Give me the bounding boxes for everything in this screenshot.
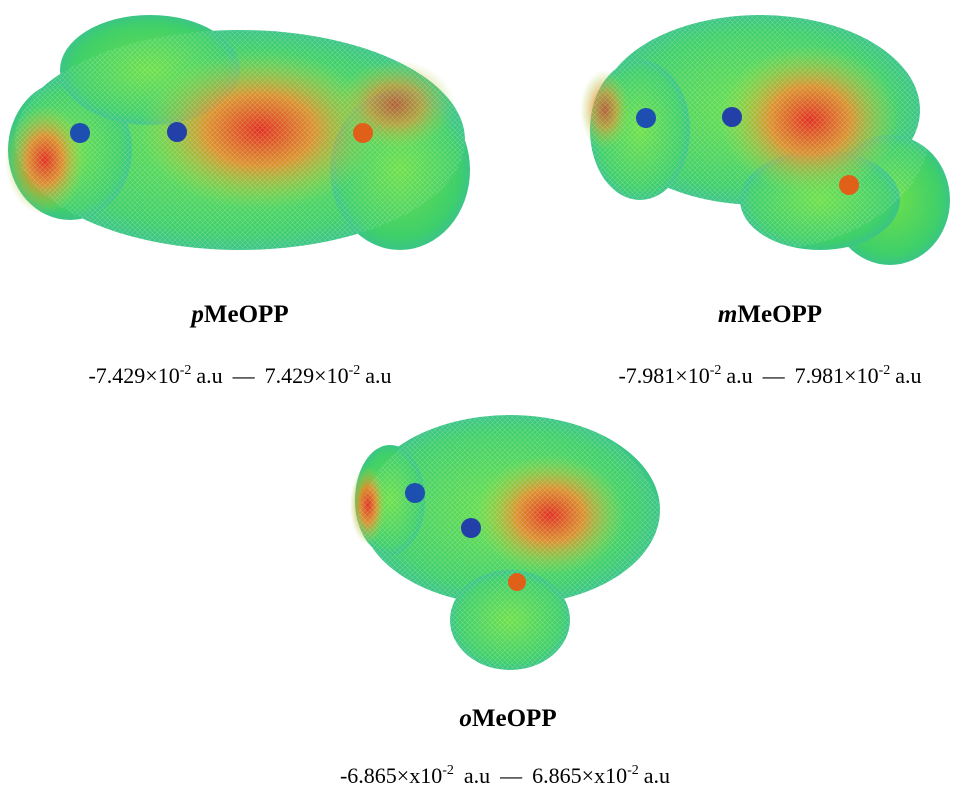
compound-label: oMeOPP bbox=[459, 705, 556, 732]
range-unit: a.u bbox=[644, 763, 670, 788]
label-prefix: m bbox=[718, 301, 737, 328]
range-unit: a.u bbox=[464, 763, 490, 788]
range-exponent: -2 bbox=[710, 363, 722, 378]
range-exponent: -2 bbox=[442, 763, 454, 778]
range-lower: -7.981×10 bbox=[618, 363, 709, 388]
range-lower: -6.865×x10 bbox=[340, 763, 442, 788]
range-separator: — bbox=[232, 363, 256, 388]
range-separator: — bbox=[499, 763, 523, 788]
range-unit: a.u bbox=[726, 363, 752, 388]
surface-p bbox=[5, 15, 470, 250]
range-unit: a.u bbox=[196, 363, 222, 388]
range-upper: 7.981×10 bbox=[795, 363, 879, 388]
range-exponent: -2 bbox=[349, 363, 361, 378]
range-separator: — bbox=[762, 363, 786, 388]
label-prefix: p bbox=[189, 301, 204, 328]
label-prefix: o bbox=[459, 705, 472, 732]
range-unit: a.u bbox=[365, 363, 391, 388]
compound-label: pMeOPP bbox=[189, 301, 288, 328]
figure: pMeOPP -7.429×10-2a.u—7.429×10-2a.u mMeO… bbox=[0, 0, 963, 792]
compound-label: mMeOPP bbox=[718, 301, 822, 328]
surface-o bbox=[350, 410, 665, 670]
label-name: MeOPP bbox=[472, 705, 557, 732]
label-name: MeOPP bbox=[204, 301, 289, 328]
surface-m bbox=[580, 10, 950, 265]
range-upper: 7.429×10 bbox=[265, 363, 349, 388]
range-lower: -7.429×10 bbox=[88, 363, 179, 388]
label-name: MeOPP bbox=[737, 301, 822, 328]
range-exponent: -2 bbox=[627, 763, 639, 778]
range-exponent: -2 bbox=[180, 363, 192, 378]
range-exponent: -2 bbox=[879, 363, 891, 378]
range-unit: a.u bbox=[895, 363, 921, 388]
range-upper: 6.865×x10 bbox=[532, 763, 627, 788]
